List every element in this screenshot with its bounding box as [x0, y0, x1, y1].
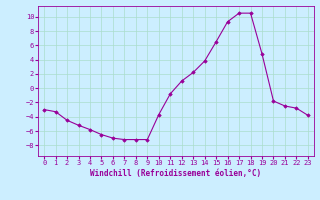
- X-axis label: Windchill (Refroidissement éolien,°C): Windchill (Refroidissement éolien,°C): [91, 169, 261, 178]
